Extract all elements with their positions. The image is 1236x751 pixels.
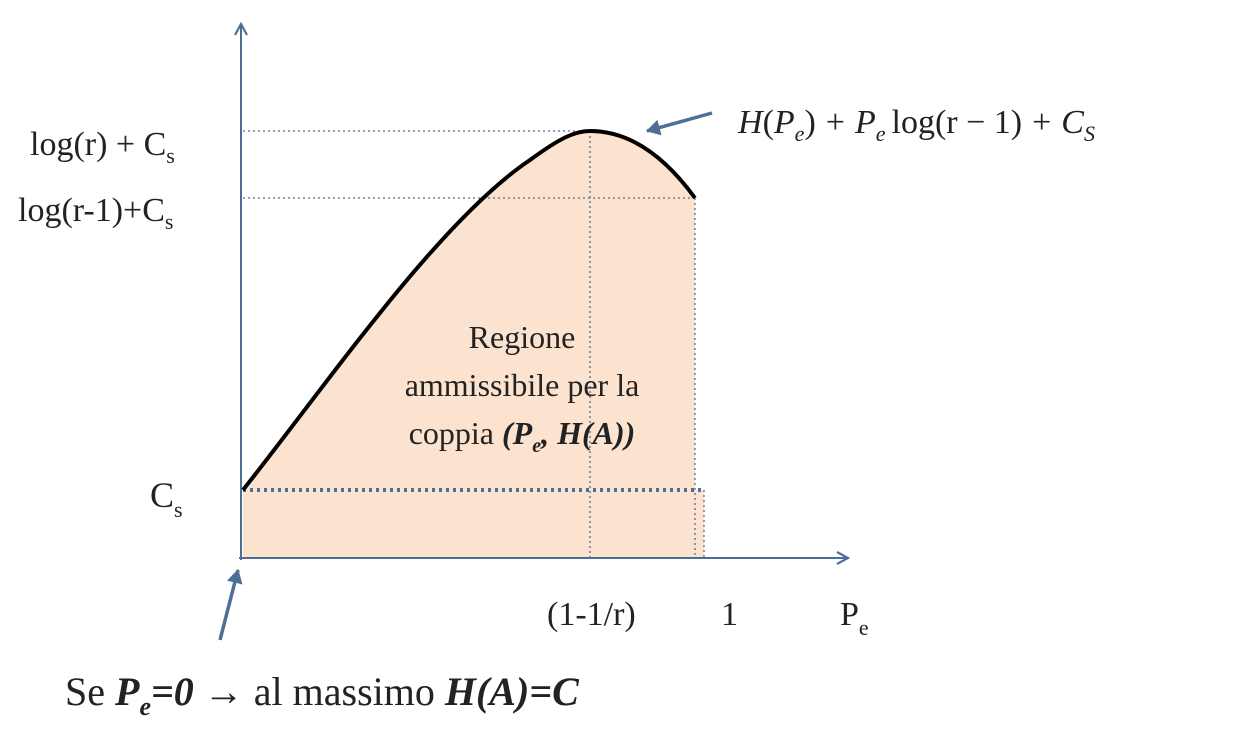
boundary-curve (241, 128, 697, 492)
formula-pointer-arrow (646, 111, 713, 136)
origin-pointer-arrow (218, 569, 243, 641)
y-label-log-r: log(r) + Cs (30, 126, 175, 168)
guide-lines (243, 130, 705, 558)
y-label-log-r-minus-1: log(r-1)+Cs (18, 192, 173, 234)
region-label-line1: Regione (469, 319, 576, 355)
region-label-line2: ammissibile per la (405, 367, 640, 403)
origin-note: Se Pe=0 → al massimo H(A)=C (65, 669, 580, 721)
x-axis-label: Pe (840, 596, 869, 640)
region-label-line3: coppia (Pe, H(A)) (409, 415, 636, 457)
curve-formula: H(Pe) + Pe log(r − 1) + CS (737, 104, 1095, 146)
x-tick-one: 1 (721, 596, 738, 633)
feasible-region (243, 131, 704, 558)
y-label-cs: Cs (150, 475, 183, 522)
x-tick-peak: (1-1/r) (547, 596, 636, 633)
